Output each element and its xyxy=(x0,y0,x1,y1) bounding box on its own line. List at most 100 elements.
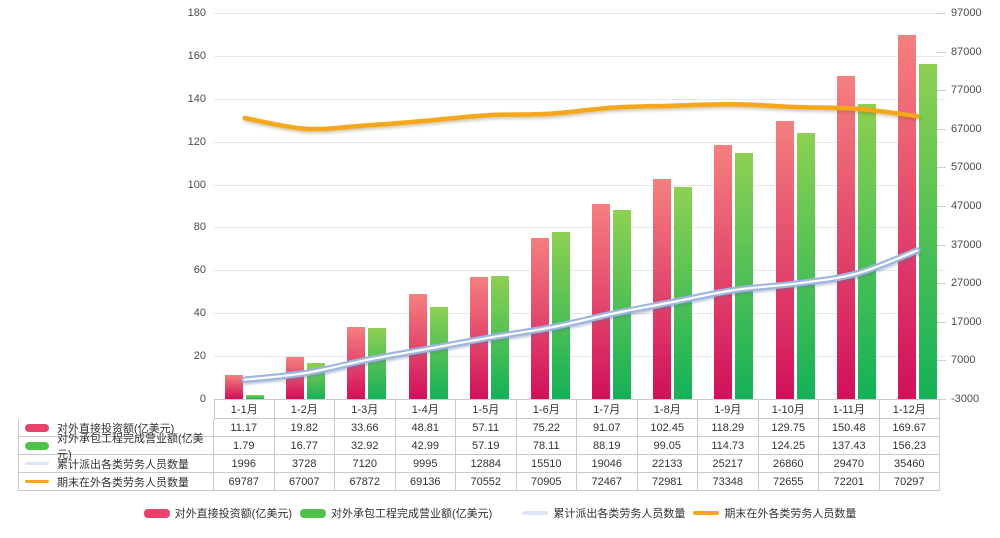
overseas-workers-line-legend-swatch-icon xyxy=(693,511,720,515)
direct-investment-bar[interactable] xyxy=(225,375,244,399)
direct-investment-bar[interactable] xyxy=(897,35,916,399)
left-axis-tick-label: 40 xyxy=(193,307,206,320)
legend-label: 累计派出各类劳务人员数量 xyxy=(553,508,686,520)
table-series-label-cell: 累计派出各类劳务人员数量 xyxy=(18,455,214,473)
direct-investment-bar-legend-swatch-icon xyxy=(143,508,170,518)
direct-investment-bar-swatch-icon xyxy=(25,423,49,432)
table-month-header: 1-4月 xyxy=(395,399,456,419)
table-value-cell: 32.92 xyxy=(335,437,396,455)
overseas-workers-line[interactable] xyxy=(242,102,920,132)
contract-revenue-bar[interactable] xyxy=(429,306,448,399)
contract-revenue-bar[interactable] xyxy=(551,231,570,399)
combo-chart: 0 20 40 60 80 100 120 140 160 180 -3000 7000 17000 2… xyxy=(187,7,982,405)
table-value-cell: 150.48 xyxy=(819,419,880,437)
contract-revenue-bar[interactable] xyxy=(857,104,876,399)
contract-revenue-bar[interactable] xyxy=(918,64,937,399)
h-gridline xyxy=(214,98,945,100)
direct-investment-bar[interactable] xyxy=(653,179,672,399)
right-axis-tick-label: 57000 xyxy=(951,161,982,174)
table-month-header: 1-12月 xyxy=(879,399,940,419)
table-value-cell: 72655 xyxy=(758,473,819,491)
table-value-cell: 73348 xyxy=(698,473,759,491)
table-month-header: 1-7月 xyxy=(577,399,638,419)
table-value-cell: 118.29 xyxy=(698,419,759,437)
dispatched-workers-line-legend-swatch-icon xyxy=(522,511,549,515)
table-value-cell: 7120 xyxy=(335,455,396,473)
direct-investment-bar[interactable] xyxy=(714,145,733,399)
left-axis-tick-label: 80 xyxy=(193,221,206,234)
table-series-label: 对外直接投资额(亿美元) xyxy=(57,422,175,435)
right-axis-tick-label: 47000 xyxy=(951,200,982,212)
contract-revenue-bar[interactable] xyxy=(674,186,693,399)
left-axis-tick-label: 140 xyxy=(187,92,206,105)
table-series-label: 期末在外各类劳务人员数量 xyxy=(57,476,189,489)
direct-investment-bar[interactable] xyxy=(775,120,794,399)
contract-revenue-bar[interactable] xyxy=(796,132,815,399)
direct-investment-bar[interactable] xyxy=(836,76,855,399)
table-row: 累计派出各类劳务人员数量 1996 3728 7120 9995 12884 15510 19… xyxy=(18,455,940,473)
right-axis-tick-label: 7000 xyxy=(951,354,976,367)
contract-revenue-bar[interactable] xyxy=(368,328,387,399)
table-value-cell: 67007 xyxy=(274,473,335,491)
table-value-cell: 19.82 xyxy=(274,419,335,437)
table-series-label-cell: 对外承包工程完成营业额(亿美元) xyxy=(18,433,214,461)
direct-investment-bar[interactable] xyxy=(592,203,611,399)
direct-investment-bar[interactable] xyxy=(408,294,427,399)
table-value-cell: 16.77 xyxy=(274,437,335,455)
h-gridline xyxy=(214,227,945,229)
contract-revenue-bar[interactable] xyxy=(735,153,754,399)
table-value-cell: 35460 xyxy=(879,455,940,473)
h-gridline xyxy=(214,55,945,57)
table-series-label-cell: 期末在外各类劳务人员数量 xyxy=(18,473,214,491)
table-value-cell: 70905 xyxy=(516,473,577,491)
left-axis-tick-label: 160 xyxy=(187,49,206,62)
chart-legend: 对外直接投资额(亿美元) 对外承包工程完成营业额(亿美元) 累计派出各类劳务人员数量… xyxy=(0,505,1000,521)
right-axis-tick-label: 17000 xyxy=(951,315,982,328)
table-value-cell: 91.07 xyxy=(577,419,638,437)
table-value-cell: 137.43 xyxy=(819,437,880,455)
dispatched-workers-line[interactable] xyxy=(241,247,921,383)
right-axis-tick xyxy=(936,321,946,323)
table-value-cell: 33.66 xyxy=(335,419,396,437)
right-axis-tick xyxy=(936,360,946,362)
table-row: 对外直接投资额(亿美元) 11.17 19.82 33.66 48.81 57.11 75.… xyxy=(18,419,940,437)
legend-item[interactable]: 对外直接投资额(亿美元) xyxy=(143,505,292,521)
left-axis-tick-label: 120 xyxy=(187,135,206,148)
dispatched-workers-line-swatch-icon xyxy=(25,462,49,465)
table-value-cell: 1996 xyxy=(214,455,275,473)
table-value-cell: 156.23 xyxy=(879,437,940,455)
left-axis-tick-label: 60 xyxy=(193,264,206,277)
table-month-header: 1-11月 xyxy=(819,399,880,419)
legend-item[interactable]: 期末在外各类劳务人员数量 xyxy=(693,505,856,521)
overseas-workers-line-swatch-icon xyxy=(25,480,49,483)
table-value-cell: 15510 xyxy=(516,455,577,473)
right-axis-tick-label: 97000 xyxy=(951,7,982,19)
right-axis-tick-label: 27000 xyxy=(951,277,982,290)
table-value-cell: 70552 xyxy=(456,473,517,491)
direct-investment-bar[interactable] xyxy=(530,237,549,399)
table-month-header: 1-8月 xyxy=(637,399,698,419)
table-row: 期末在外各类劳务人员数量 69787 67007 67872 69136 70552 709… xyxy=(18,473,940,491)
right-axis-tick xyxy=(936,244,946,246)
legend-label: 期末在外各类劳务人员数量 xyxy=(724,508,857,520)
table-month-header: 1-5月 xyxy=(456,399,517,419)
legend-item[interactable]: 累计派出各类劳务人员数量 xyxy=(522,505,685,521)
table-value-cell: 69787 xyxy=(214,473,275,491)
table-month-header: 1-3月 xyxy=(335,399,396,419)
contract-revenue-bar-swatch-icon xyxy=(25,441,49,450)
table-header-spacer xyxy=(18,399,214,419)
table-value-cell: 29470 xyxy=(819,455,880,473)
h-gridline xyxy=(214,141,945,143)
table-value-cell: 129.75 xyxy=(758,419,819,437)
table-value-cell: 72981 xyxy=(637,473,698,491)
right-axis-tick xyxy=(936,90,946,92)
legend-item[interactable]: 对外承包工程完成营业额(亿美元) xyxy=(300,505,492,521)
h-gridline xyxy=(214,270,945,272)
table-series-label: 对外承包工程完成营业额(亿美元) xyxy=(57,432,204,461)
contract-revenue-bar[interactable] xyxy=(246,395,265,399)
table-value-cell: 78.11 xyxy=(516,437,577,455)
table-month-header: 1-9月 xyxy=(698,399,759,419)
right-axis-tick xyxy=(936,399,946,400)
contract-revenue-bar[interactable] xyxy=(613,209,632,399)
